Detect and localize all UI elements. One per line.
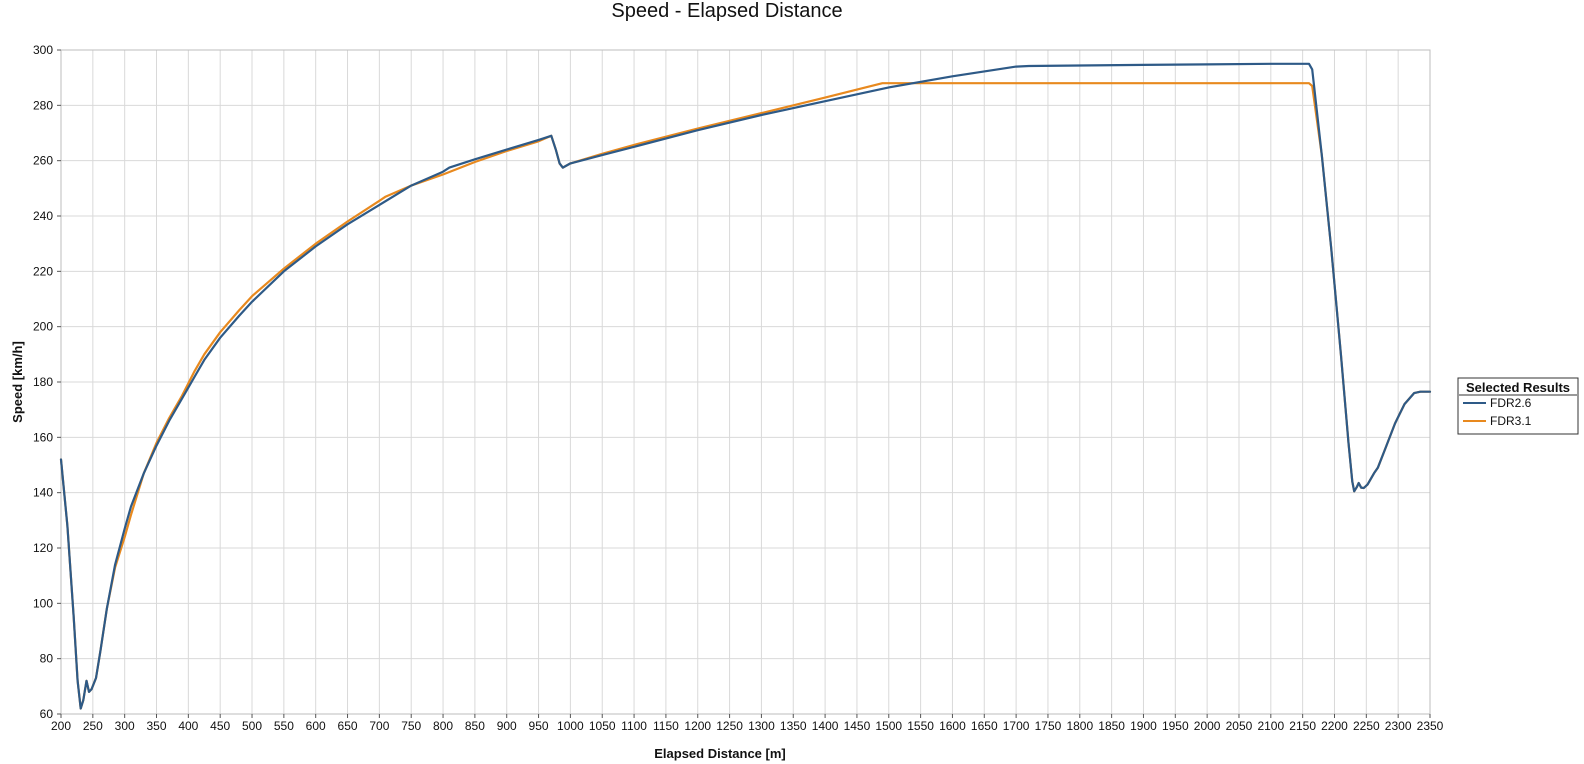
x-tick-label: 2150 (1289, 719, 1316, 733)
x-tick-label: 2250 (1353, 719, 1380, 733)
x-tick-label: 2200 (1321, 719, 1348, 733)
x-tick-label: 2100 (1257, 719, 1284, 733)
y-tick-label: 200 (33, 320, 53, 334)
x-tick-label: 1650 (971, 719, 998, 733)
legend-items: FDR2.6 FDR3.1 (1463, 396, 1532, 428)
x-tick-label: 750 (401, 719, 421, 733)
x-axis: 200 250 300 350 400 450 500 550 600 650 700 750 800 8… (51, 714, 1444, 733)
chart-title: Speed - Elapsed Distance (611, 0, 842, 22)
x-tick-label: 2000 (1194, 719, 1221, 733)
x-tick-label: 350 (146, 719, 166, 733)
y-axis: 60 80 100 120 140 160 180 200 220 240 260 280 300 (33, 43, 61, 721)
x-tick-label: 1950 (1162, 719, 1189, 733)
x-tick-label: 1450 (844, 719, 871, 733)
x-tick-label: 1400 (812, 719, 839, 733)
x-tick-label: 650 (338, 719, 358, 733)
x-tick-label: 1200 (684, 719, 711, 733)
y-tick-label: 80 (40, 652, 54, 666)
x-tick-label: 1900 (1130, 719, 1157, 733)
x-tick-label: 1050 (589, 719, 616, 733)
legend: Selected Results FDR2.6 FDR3.1 (1457, 377, 1579, 435)
y-tick-label: 160 (33, 430, 53, 444)
y-tick-label: 260 (33, 154, 53, 168)
x-tick-label: 950 (529, 719, 549, 733)
legend-item-label: FDR2.6 (1490, 396, 1532, 410)
x-tick-label: 200 (51, 719, 71, 733)
x-tick-label: 850 (465, 719, 485, 733)
x-tick-label: 400 (178, 719, 198, 733)
x-tick-label: 450 (210, 719, 230, 733)
x-tick-label: 1800 (1066, 719, 1093, 733)
x-tick-label: 1700 (1003, 719, 1030, 733)
x-tick-label: 900 (497, 719, 517, 733)
y-tick-label: 220 (33, 264, 53, 278)
x-tick-label: 550 (274, 719, 294, 733)
x-tick-label: 1850 (1098, 719, 1125, 733)
x-tick-label: 300 (115, 719, 135, 733)
x-axis-label: Elapsed Distance [m] (654, 746, 786, 761)
x-tick-label: 1550 (907, 719, 934, 733)
y-tick-label: 300 (33, 43, 53, 57)
legend-item-label: FDR3.1 (1490, 414, 1532, 428)
y-axis-label: Speed [km/h] (10, 341, 25, 423)
x-tick-label: 2300 (1385, 719, 1412, 733)
y-tick-label: 120 (33, 541, 53, 555)
x-tick-label: 1150 (653, 719, 679, 733)
x-tick-label: 250 (83, 719, 103, 733)
x-tick-label: 1100 (621, 719, 647, 733)
y-tick-label: 180 (33, 375, 53, 389)
x-tick-label: 800 (433, 719, 453, 733)
x-tick-label: 600 (306, 719, 326, 733)
x-tick-label: 500 (242, 719, 262, 733)
legend-title: Selected Results (1466, 380, 1570, 395)
x-tick-label: 700 (369, 719, 389, 733)
x-tick-label: 1250 (716, 719, 743, 733)
x-tick-label: 1500 (875, 719, 902, 733)
legend-box (1457, 377, 1579, 435)
series-line-fdr3-1 (59, 82, 1432, 710)
x-tick-label: 2050 (1226, 719, 1253, 733)
x-tick-label: 1300 (748, 719, 775, 733)
series-line-fdr2-6 (59, 62, 1432, 710)
y-tick-label: 100 (33, 596, 53, 610)
x-tick-label: 2350 (1417, 719, 1444, 733)
y-tick-label: 280 (33, 98, 53, 112)
series-layer (59, 62, 1432, 710)
x-tick-label: 1350 (780, 719, 807, 733)
x-tick-label: 1600 (939, 719, 966, 733)
y-tick-label: 140 (33, 486, 53, 500)
y-tick-label: 60 (40, 707, 54, 721)
x-tick-label: 1000 (557, 719, 584, 733)
x-tick-label: 1750 (1035, 719, 1062, 733)
grid-lines (60, 49, 1431, 715)
y-tick-label: 240 (33, 209, 53, 223)
